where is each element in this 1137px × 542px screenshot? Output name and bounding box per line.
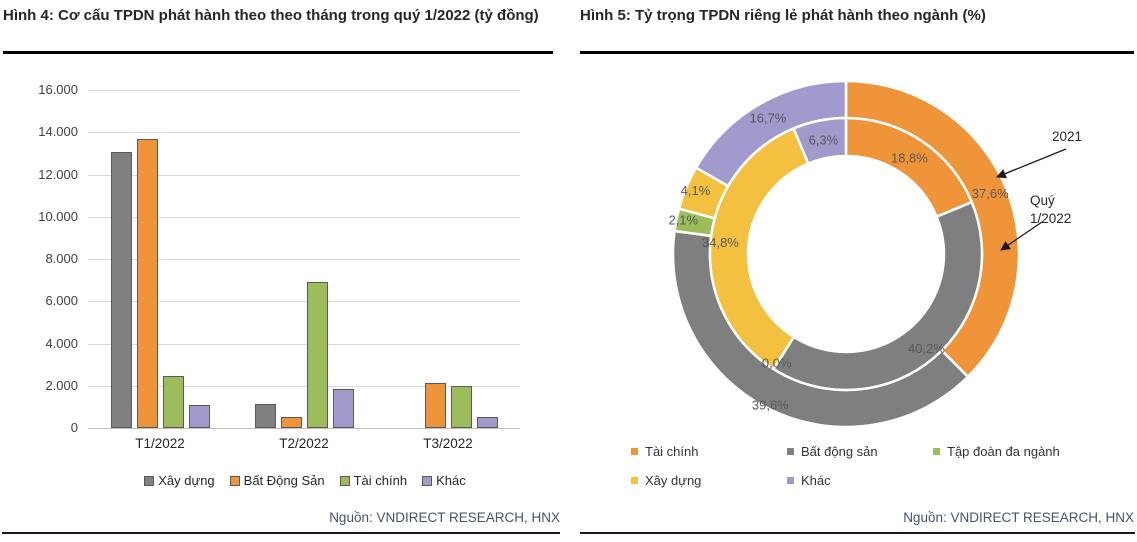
legend-item-Tập đoàn đa ngành: Tập đoàn đa ngành xyxy=(933,444,1137,459)
gridline xyxy=(88,174,520,176)
gridline xyxy=(88,132,520,134)
bar-Bất Động Sản-T3/2022 xyxy=(424,382,446,428)
legend-marker-icon xyxy=(787,477,794,484)
legend-label: Khác xyxy=(436,473,466,488)
y-axis-tick: 16.000 xyxy=(38,82,78,97)
legend-item-Tài chính: Tài chính xyxy=(631,444,787,459)
figure4-source: Nguồn: VNDIRECT RESEARCH, HNX xyxy=(329,510,560,525)
y-axis-tick: 12.000 xyxy=(38,166,78,182)
legend-label: Bất động sản xyxy=(801,444,878,459)
legend-label: Khác xyxy=(801,473,831,488)
gridline xyxy=(88,385,520,387)
gridline xyxy=(88,216,520,218)
slice-label-Quý 1/2022-Tài chính: 18,8% xyxy=(891,151,928,166)
legend-marker-icon xyxy=(422,475,433,486)
y-axis-tick: 4.000 xyxy=(45,335,78,351)
annotation-quy-line2: 1/2022 xyxy=(1030,211,1071,226)
legend-label: Tài chính xyxy=(645,444,699,459)
figure5-source: Nguồn: VNDIRECT RESEARCH, HNX xyxy=(903,510,1134,525)
bar-Khác-T3/2022 xyxy=(476,417,498,428)
figure4-bottom-rule xyxy=(2,532,560,534)
legend-item-Khác: Khác xyxy=(787,473,933,488)
bar-Bất Động Sản-T1/2022 xyxy=(136,138,158,428)
slice-label-2021-Bất động sản: 39,6% xyxy=(752,398,789,413)
figure5-bottom-rule xyxy=(580,532,1135,534)
legend-marker-icon xyxy=(229,475,240,486)
gridline xyxy=(88,301,520,303)
x-axis-label: T1/2022 xyxy=(135,436,185,451)
bar-chart-legend: Xây dựng Bất Động Sản Tài chính Khác xyxy=(70,473,540,488)
slice-label-Quý 1/2022-Tập đoàn đa ngành: 0,0% xyxy=(762,355,792,370)
legend-marker-icon xyxy=(933,448,940,455)
legend-item-Bất Động Sản: Bất Động Sản xyxy=(229,473,325,488)
bar-Tài chính-T2/2022 xyxy=(306,282,328,428)
arrow-to-inner-ring xyxy=(1000,221,1043,251)
slice-label-2021-Tài chính: 37,6% xyxy=(972,186,1009,201)
legend-marker-icon xyxy=(631,477,638,484)
slice-Quý 1/2022-Khác xyxy=(792,116,848,165)
legend-marker-icon xyxy=(339,475,350,486)
slice-label-2021-Xây dựng: 4,1% xyxy=(681,183,711,198)
gridline xyxy=(88,343,520,345)
y-axis-tick: 8.000 xyxy=(45,251,78,266)
donut-chart-legend: Tài chính Bất động sản Tập đoàn đa ngành Xâ… xyxy=(631,444,1136,488)
bar-Bất Động Sản-T2/2022 xyxy=(280,417,302,428)
annotation-2021: 2021 xyxy=(1052,129,1082,144)
figure5-title: Hình 5: Tỷ trọng TPDN riêng lẻ phát hành… xyxy=(580,7,986,24)
y-axis-tick: 2.000 xyxy=(45,377,78,393)
slice-label-2021-Khác: 16,7% xyxy=(749,110,786,125)
slice-Quý 1/2022-Xây dựng xyxy=(708,127,810,371)
gridline xyxy=(88,90,520,91)
bar-Khác-T1/2022 xyxy=(188,405,210,428)
legend-item-Bất động sản: Bất động sản xyxy=(787,444,933,459)
legend-item-Tài chính: Tài chính xyxy=(339,473,408,488)
bar-Tài chính-T3/2022 xyxy=(450,385,472,429)
y-axis-tick: 10.000 xyxy=(38,208,78,224)
bar-Tài chính-T1/2022 xyxy=(162,376,184,428)
donut-chart: 37,6% 39,6% 2,1% 4,1% 16,7% 18,8% 40,2% 0,0% 34,… xyxy=(668,79,1082,429)
legend-item-Xây dựng: Xây dựng xyxy=(631,473,787,488)
slice-label-Quý 1/2022-Xây dựng: 34,8% xyxy=(702,235,739,250)
figure4-title-rule xyxy=(3,51,553,54)
legend-marker-icon xyxy=(144,475,155,486)
legend-label: Tài chính xyxy=(353,473,408,488)
y-axis-tick: 6.000 xyxy=(45,293,78,309)
legend-marker-icon xyxy=(631,448,638,455)
y-axis-tick: 0 xyxy=(70,420,78,435)
slice-label-2021-Tập đoàn đa ngành: 2,1% xyxy=(668,213,698,228)
annotation-quy-line1: Quý xyxy=(1030,193,1055,208)
bar-Xây dựng-T2/2022 xyxy=(254,403,276,428)
bar-Khác-T2/2022 xyxy=(332,388,354,428)
y-axis-tick: 14.000 xyxy=(38,124,78,140)
slice-Quý 1/2022-Bất động sản xyxy=(772,200,984,392)
gridline xyxy=(88,428,520,429)
slice-label-Quý 1/2022-Bất động sản: 40,2% xyxy=(908,341,945,356)
slice-label-Quý 1/2022-Khác: 6,3% xyxy=(809,133,839,148)
legend-label: Tập đoàn đa ngành xyxy=(947,444,1060,459)
figure4-title: Hình 4: Cơ cấu TPDN phát hành theo theo … xyxy=(3,7,539,24)
legend-label: Xây dựng xyxy=(645,473,702,488)
gridline xyxy=(88,259,520,260)
legend-item-Xây dựng: Xây dựng xyxy=(144,473,215,488)
legend-item-Khác: Khác xyxy=(422,473,466,488)
bar-Xây dựng-T1/2022 xyxy=(110,152,132,428)
legend-label: Xây dựng xyxy=(158,473,215,488)
legend-label: Bất Động Sản xyxy=(243,473,325,488)
figure5-title-rule xyxy=(580,51,1134,54)
arrow-to-outer-ring xyxy=(996,148,1067,179)
x-axis-label: T3/2022 xyxy=(423,436,473,451)
legend-marker-icon xyxy=(787,448,794,455)
x-axis-label: T2/2022 xyxy=(279,436,329,451)
